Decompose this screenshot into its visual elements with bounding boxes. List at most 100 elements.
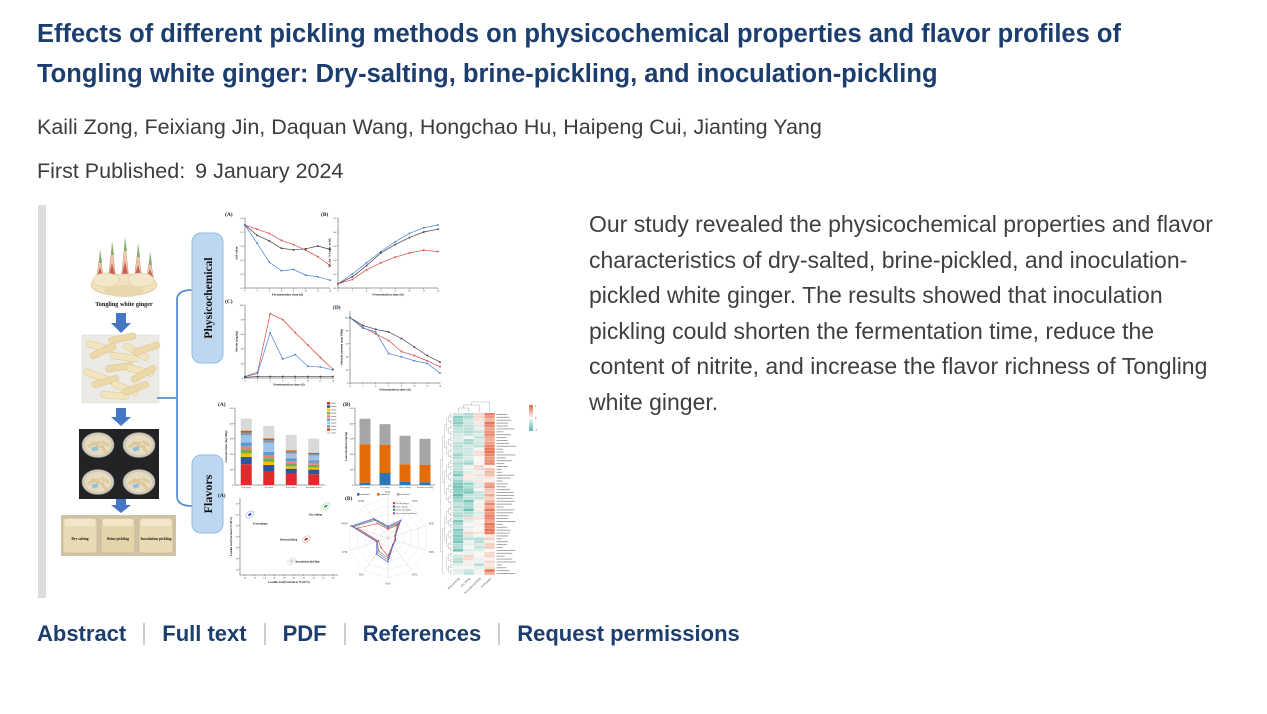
svg-text:(A): (A): [218, 492, 226, 499]
svg-text:W2S: W2S: [359, 574, 365, 577]
link-separator: [498, 623, 501, 645]
svg-text:Nitrite (mg/kg): Nitrite (mg/kg): [235, 331, 239, 352]
svg-text:60: 60: [346, 343, 349, 346]
svg-text:Inoculation pickling: Inoculation pickling: [396, 512, 417, 515]
scatter-chart-pca: (A) 10 12 14 16 18 20 22 24 26 28 24 26 28 30 32 34 36 Loa…: [218, 492, 338, 584]
svg-text:2: 2: [257, 379, 259, 382]
svg-text:14: 14: [332, 379, 335, 382]
svg-text:Brine pickling: Brine pickling: [447, 577, 461, 591]
svg-text:0.5: 0.5: [333, 217, 337, 220]
svg-text:400: 400: [230, 422, 234, 425]
svg-text:400: 400: [350, 422, 354, 425]
brace-connector: [157, 289, 193, 507]
svg-text:Fresh ginger: Fresh ginger: [253, 523, 269, 526]
svg-text:5.5: 5.5: [240, 231, 244, 234]
svg-text:14: 14: [439, 384, 442, 387]
svg-text:Inoculation pickling: Inoculation pickling: [295, 560, 320, 563]
svg-text:0: 0: [535, 417, 537, 420]
svg-text:300: 300: [350, 438, 354, 441]
svg-text:W3S: W3S: [342, 551, 348, 554]
stacked-bar-amino: (A) 0 100 200 300 400 500 Fresh ginger Dry salte…: [218, 401, 337, 489]
svg-text:(B): (B): [345, 495, 353, 502]
svg-text:8: 8: [293, 289, 295, 292]
svg-text:24: 24: [312, 576, 315, 579]
svg-text:(A): (A): [225, 211, 233, 218]
link-separator: [343, 623, 346, 645]
svg-text:pH value: pH value: [235, 246, 239, 259]
bag-label-dry-salting: Dry salting: [71, 537, 88, 541]
svg-text:28: 28: [236, 546, 239, 549]
svg-text:12: 12: [319, 379, 322, 382]
references-link[interactable]: References: [362, 621, 482, 646]
svg-text:12: 12: [254, 576, 257, 579]
svg-text:20: 20: [241, 362, 244, 365]
svg-text:0: 0: [244, 379, 246, 382]
svg-text:Fermentation time (d): Fermentation time (d): [272, 293, 303, 297]
published-label: First Published:: [37, 159, 186, 183]
svg-text:40: 40: [241, 348, 244, 351]
svg-text:W1S: W1S: [385, 582, 391, 585]
sliced-ginger-photo: [81, 332, 161, 404]
svg-text:20: 20: [346, 369, 349, 372]
svg-text:24: 24: [236, 568, 239, 571]
svg-text:Dry salted: Dry salted: [265, 487, 273, 489]
line-chart-ta: (B) 0.0 0.1 0.2 0.3 0.4 0.5 0 2 4 6 8 10 12 14 Fermenta…: [321, 211, 440, 297]
svg-text:4: 4: [269, 289, 271, 292]
svg-text:Brine pickling: Brine pickling: [399, 486, 411, 489]
svg-text:10: 10: [305, 289, 308, 292]
svg-text:60: 60: [241, 333, 244, 336]
svg-text:Fresh ginger: Fresh ginger: [360, 486, 370, 489]
svg-text:0.1: 0.1: [333, 273, 337, 276]
svg-text:0: 0: [349, 384, 351, 387]
flavors-box: Flavors: [191, 454, 224, 534]
svg-text:8: 8: [401, 384, 403, 387]
svg-text:0: 0: [352, 484, 354, 487]
svg-text:Soluble protein (mg/100g): Soluble protein (mg/100g): [340, 329, 344, 365]
svg-text:Loadin axis(Variance:71.69%): Loadin axis(Variance:71.69%): [268, 580, 310, 584]
stacked-bar-volatile: (B) 0 100 200 300 400 500 Fresh ginger Dry salti…: [343, 401, 435, 496]
fermentation-jars-photo: [79, 429, 159, 499]
svg-text:Fresh ginger: Fresh ginger: [241, 486, 251, 489]
request-permissions-link[interactable]: Request permissions: [517, 621, 740, 646]
svg-text:Brine pickling: Brine pickling: [280, 538, 298, 541]
svg-text:1: 1: [535, 405, 537, 408]
svg-text:6: 6: [380, 289, 382, 292]
svg-text:8: 8: [295, 379, 297, 382]
svg-text:14: 14: [437, 289, 440, 292]
article-title-link[interactable]: Effects of different pickling methods on…: [37, 20, 1121, 88]
svg-text:500: 500: [350, 407, 354, 410]
svg-text:6.0: 6.0: [240, 217, 244, 220]
radar-chart-enose: (B) W1C W5S W3C W6S W5C W1S W2S W3S W1W W2W Fresh g…: [342, 491, 435, 585]
down-arrow-icon: [111, 499, 131, 513]
published-date: 9 January 2024: [195, 159, 344, 183]
svg-text:12: 12: [317, 289, 320, 292]
svg-text:Fresh ginger: Fresh ginger: [396, 502, 409, 505]
svg-text:TA (in % lactic acid): TA (in % lactic acid): [328, 238, 332, 267]
graphical-abstract: Tongling white ginger: [37, 205, 549, 601]
svg-text:80: 80: [346, 330, 349, 333]
svg-text:300: 300: [230, 438, 234, 441]
bag-label-inoculation-pickling: Inoculation pickling: [141, 537, 172, 541]
full-text-link[interactable]: Full text: [162, 621, 247, 646]
svg-text:3.5: 3.5: [240, 287, 244, 290]
svg-text:(C): (C): [225, 298, 233, 305]
svg-text:W5C: W5C: [412, 574, 418, 577]
svg-text:22: 22: [303, 576, 306, 579]
svg-text:0.4: 0.4: [333, 231, 337, 234]
svg-text:100: 100: [345, 316, 349, 319]
down-arrow-icon: [111, 313, 131, 333]
pdf-link[interactable]: PDF: [282, 621, 327, 646]
svg-text:Dry salting: Dry salting: [309, 513, 323, 516]
link-separator: [263, 623, 266, 645]
svg-text:Concentration (mg/kg): Concentration (mg/kg): [344, 432, 348, 461]
abstract-link[interactable]: Abstract: [37, 621, 127, 646]
svg-text:100: 100: [350, 469, 354, 472]
left-rule: [38, 205, 46, 598]
svg-text:W3C: W3C: [429, 523, 435, 526]
article-actions: Abstract Full text PDF References Reques…: [37, 621, 1237, 647]
svg-text:18: 18: [283, 576, 286, 579]
svg-text:(B): (B): [321, 211, 329, 218]
line-chart-ph: (A) 3.5 4.0 4.5 5.0 5.5 6.0 0 2 4 6 8 10 12 14 Fermenta…: [225, 211, 332, 297]
